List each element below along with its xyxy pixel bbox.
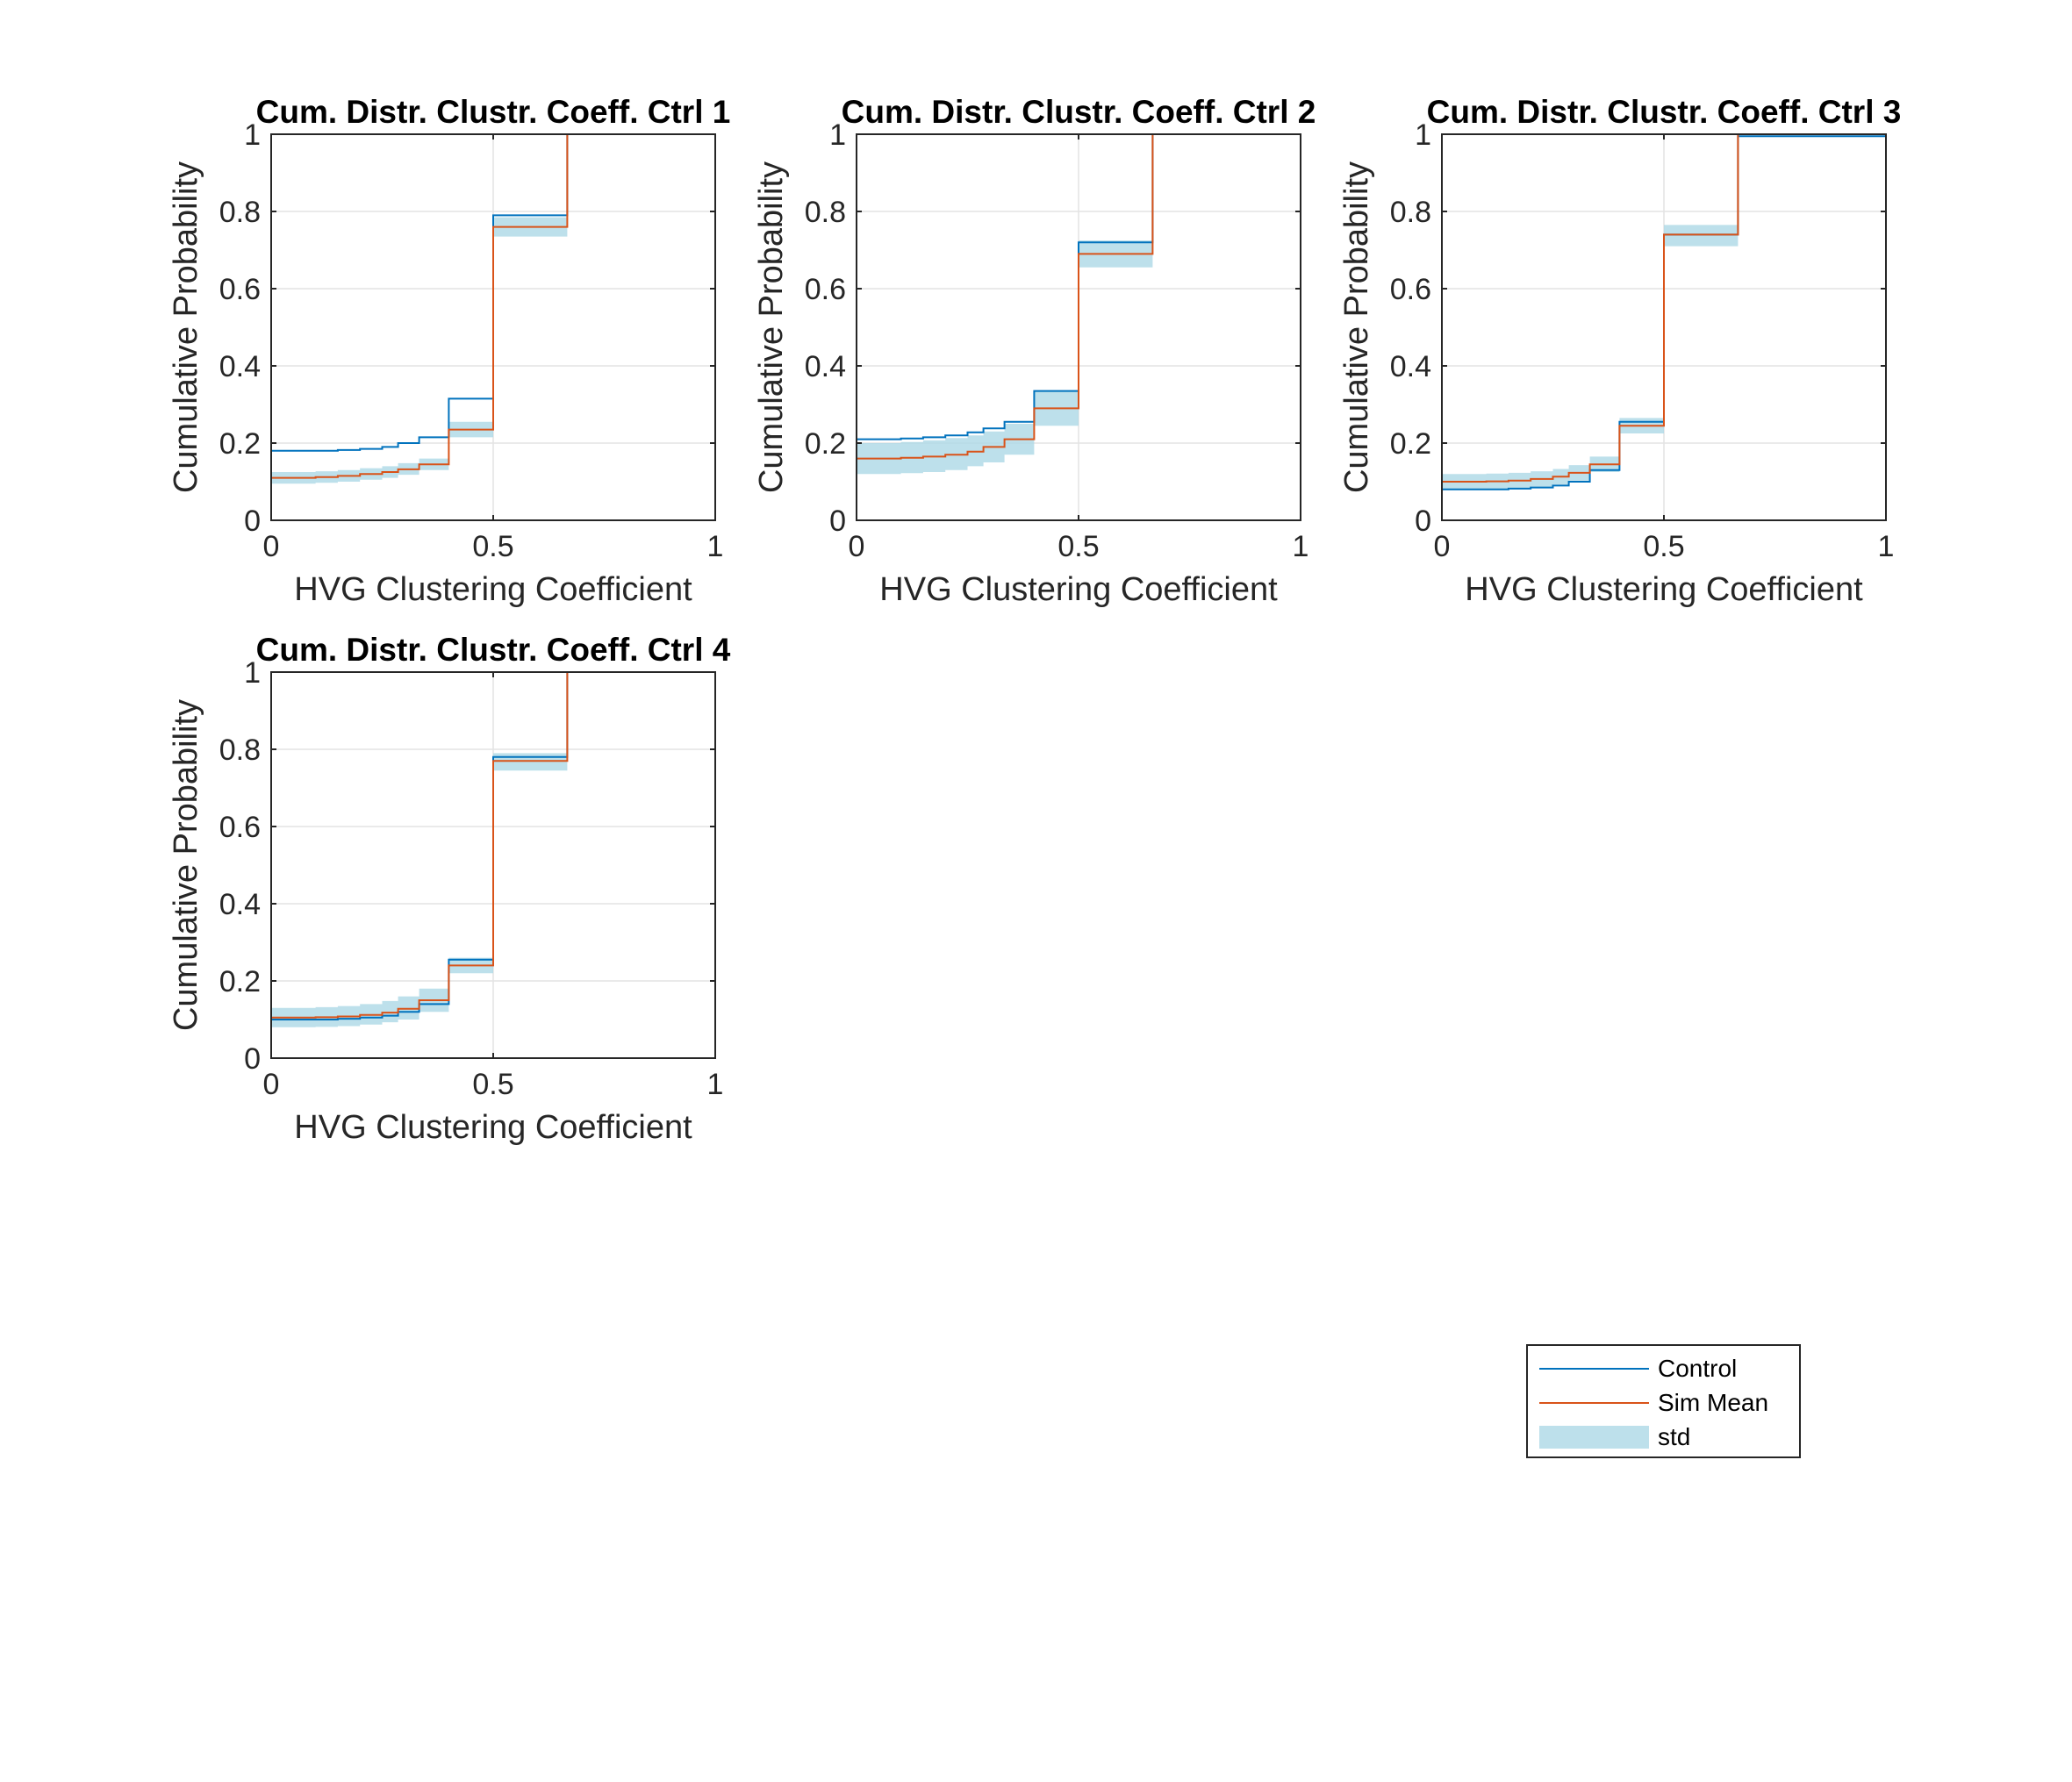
- y-tick-label: 1: [244, 656, 261, 690]
- y-tick-label: 0.6: [219, 811, 261, 844]
- x-tick-label: 1: [707, 530, 724, 563]
- subplot-title: Cum. Distr. Clustr. Coeff. Ctrl 4: [256, 632, 731, 668]
- legend-sim-mean-label: Sim Mean: [1658, 1389, 1768, 1416]
- x-tick-label: 0: [263, 1068, 280, 1101]
- y-tick-label: 0.2: [805, 427, 846, 461]
- x-axis-label: HVG Clustering Coefficient: [1465, 571, 1863, 608]
- y-tick-label: 0.4: [219, 888, 261, 921]
- x-tick-label: 1: [1878, 530, 1895, 563]
- x-tick-label: 1: [707, 1068, 724, 1101]
- y-tick-label: 0.4: [805, 350, 846, 383]
- subplot-ctrl-3: 0 0.5 1 0 0.2 0.4 0.6 0.8 1 HVG Clustering Coeffi…: [1338, 94, 1901, 608]
- y-tick-label: 1: [1415, 118, 1431, 152]
- y-tick-label: 0.8: [1390, 196, 1431, 229]
- subplot-title: Cum. Distr. Clustr. Coeff. Ctrl 2: [842, 94, 1316, 130]
- x-axis-label: HVG Clustering Coefficient: [294, 1109, 692, 1146]
- y-axis-label: Cumulative Probability: [168, 699, 204, 1031]
- y-tick-label: 0.6: [805, 273, 846, 306]
- subplot-panels: 0 0.5 1 0 0.2 0.4 0.6 0.8 1 HVG Clustering Coeffi…: [168, 94, 1901, 1146]
- x-tick-label: 0: [849, 530, 865, 563]
- y-tick-label: 1: [244, 118, 261, 152]
- y-tick-label: 0.8: [805, 196, 846, 229]
- y-axis-label: Cumulative Probability: [753, 161, 790, 493]
- y-axis-label: Cumulative Probability: [168, 161, 204, 493]
- y-tick-label: 0.4: [219, 350, 261, 383]
- sim-mean-line: [271, 133, 715, 479]
- y-axis-label: Cumulative Probability: [1338, 161, 1375, 493]
- y-tick-label: 0.6: [219, 273, 261, 306]
- x-tick-label: 0: [1434, 530, 1451, 563]
- sim-mean-line: [271, 671, 715, 1019]
- y-tick-label: 0.2: [219, 965, 261, 998]
- x-tick-label: 0.5: [1643, 530, 1684, 563]
- subplot-ctrl-1: 0 0.5 1 0 0.2 0.4 0.6 0.8 1 HVG Clustering Coeffi…: [168, 94, 730, 608]
- subplot-title: Cum. Distr. Clustr. Coeff. Ctrl 3: [1427, 94, 1902, 130]
- x-axis-label: HVG Clustering Coefficient: [879, 571, 1278, 608]
- legend-std-label: std: [1658, 1423, 1690, 1450]
- y-tick-label: 1: [829, 118, 846, 152]
- y-tick-label: 0.8: [219, 734, 261, 767]
- subplot-ctrl-4: 0 0.5 1 0 0.2 0.4 0.6 0.8 1 HVG Clustering Coeffi…: [168, 632, 731, 1146]
- subplot-title: Cum. Distr. Clustr. Coeff. Ctrl 1: [256, 94, 731, 130]
- y-tick-label: 0.8: [219, 196, 261, 229]
- x-tick-label: 0.5: [472, 1068, 513, 1101]
- y-tick-label: 0.2: [219, 427, 261, 461]
- y-tick-label: 0: [244, 1042, 261, 1076]
- subplot-ctrl-2: 0 0.5 1 0 0.2 0.4 0.6 0.8 1 HVG Clustering Coeffi…: [753, 94, 1316, 608]
- y-tick-label: 0: [244, 505, 261, 538]
- y-tick-label: 0.2: [1390, 427, 1431, 461]
- x-tick-label: 0.5: [472, 530, 513, 563]
- y-tick-label: 0: [829, 505, 846, 538]
- sim-mean-line: [1442, 133, 1886, 483]
- x-tick-label: 1: [1293, 530, 1309, 563]
- sim-mean-line: [857, 133, 1301, 460]
- x-axis-label: HVG Clustering Coefficient: [294, 571, 692, 608]
- y-tick-label: 0.4: [1390, 350, 1431, 383]
- legend: Control Sim Mean std: [1526, 1344, 1801, 1458]
- legend-std-patch: [1539, 1426, 1649, 1449]
- legend-control-label: Control: [1658, 1355, 1737, 1382]
- y-tick-label: 0.6: [1390, 273, 1431, 306]
- x-tick-label: 0.5: [1058, 530, 1099, 563]
- x-tick-label: 0: [263, 530, 280, 563]
- y-tick-label: 0: [1415, 505, 1431, 538]
